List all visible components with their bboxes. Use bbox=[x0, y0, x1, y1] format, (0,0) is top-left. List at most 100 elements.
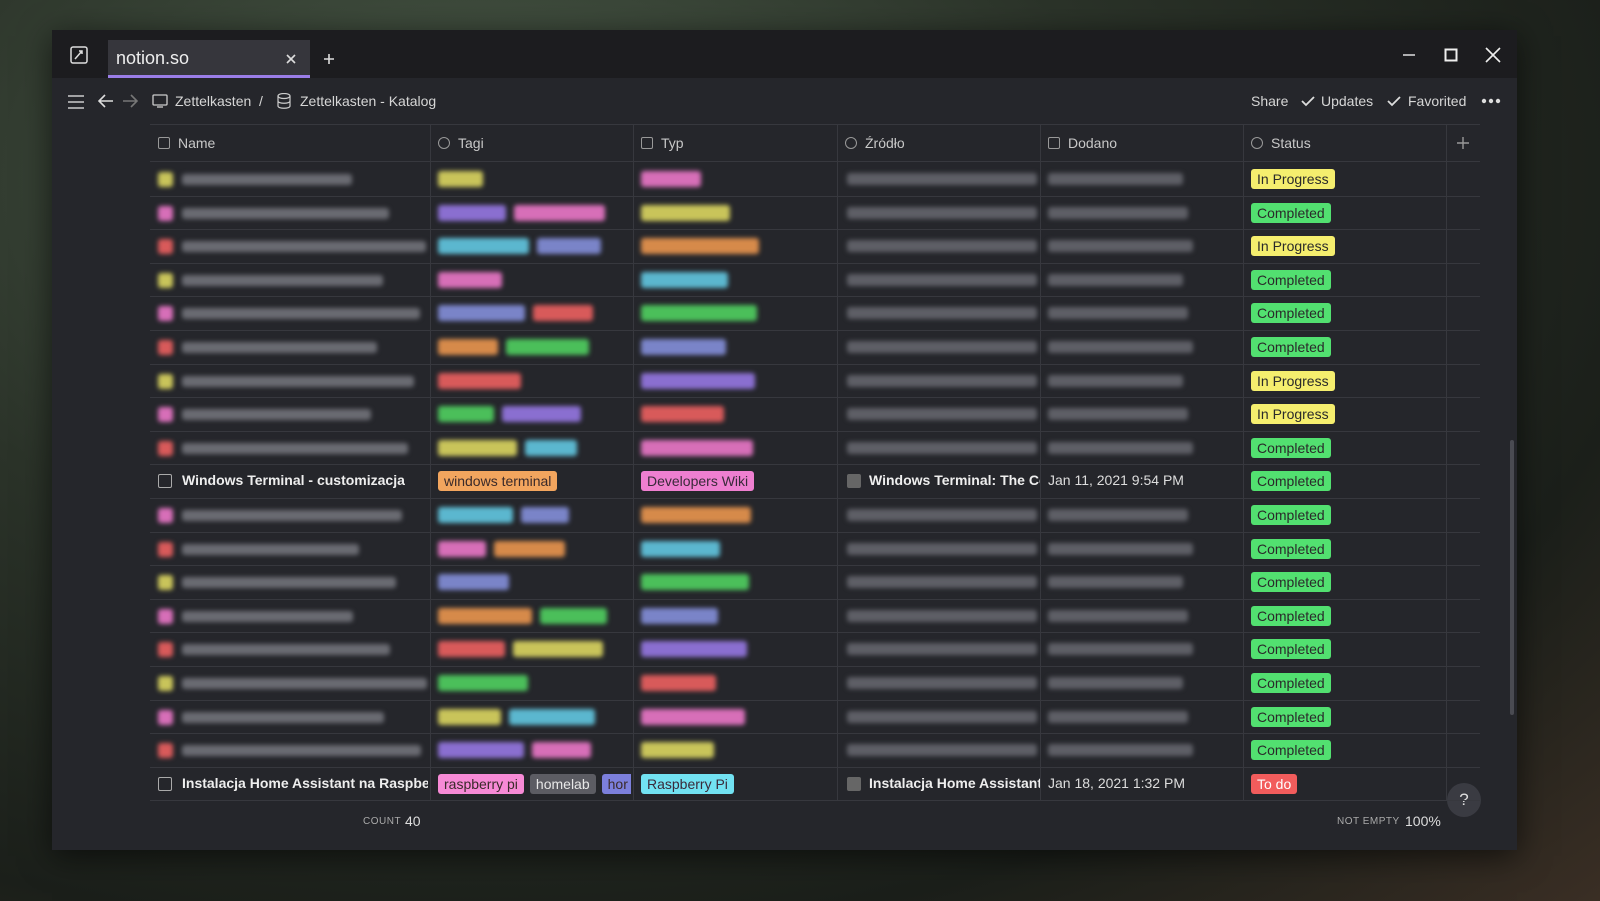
blurred-type bbox=[641, 238, 759, 255]
row-type: Developers Wiki bbox=[641, 471, 835, 492]
favorited-button[interactable]: Favorited bbox=[1408, 93, 1467, 109]
maximize[interactable] bbox=[1444, 48, 1458, 62]
column-header[interactable]: Status bbox=[1243, 124, 1446, 162]
new-tab[interactable] bbox=[323, 53, 335, 65]
tab-title: notion.so bbox=[116, 48, 190, 68]
blurred-source bbox=[847, 744, 1037, 757]
share-button[interactable]: Share bbox=[1251, 93, 1289, 109]
browser-window: notion.so Zettelkasten / Zettelkasten - … bbox=[52, 30, 1517, 850]
row-tags: windows terminal bbox=[438, 471, 631, 492]
add-column[interactable] bbox=[1457, 133, 1469, 154]
blurred-date bbox=[1048, 240, 1193, 253]
column-header[interactable]: Dodano bbox=[1040, 124, 1243, 162]
row-icon bbox=[158, 776, 172, 791]
source-icon bbox=[847, 474, 861, 489]
blurred-source bbox=[847, 307, 1037, 320]
blurred-name bbox=[182, 342, 377, 353]
status-tag: Completed bbox=[1251, 673, 1331, 693]
column-icon bbox=[1048, 137, 1060, 149]
row-border bbox=[150, 699, 1480, 701]
blurred-type bbox=[641, 171, 701, 187]
row-border bbox=[150, 330, 1480, 331]
blurred-name bbox=[182, 745, 421, 757]
column-header[interactable]: Typ bbox=[633, 124, 837, 162]
updates-button[interactable]: Updates bbox=[1321, 93, 1374, 109]
blurred-icon bbox=[158, 676, 173, 691]
row-border bbox=[150, 598, 1480, 600]
row-name[interactable]: Instalacja Home Assistant na Raspberr bbox=[182, 774, 428, 791]
tag: hor bbox=[601, 773, 631, 794]
column-header[interactable]: Name bbox=[150, 124, 430, 162]
blurred-tag bbox=[532, 742, 591, 759]
column-title: Tagi bbox=[458, 135, 484, 151]
menu[interactable] bbox=[68, 95, 84, 109]
blurred-date bbox=[1048, 643, 1193, 656]
blurred-icon bbox=[158, 541, 173, 557]
back[interactable] bbox=[98, 94, 114, 108]
blurred-tag bbox=[537, 238, 601, 255]
close-tab[interactable] bbox=[285, 53, 297, 65]
row-name[interactable]: Windows Terminal - customizacja bbox=[182, 472, 405, 489]
breadcrumb-separator: / bbox=[259, 93, 263, 109]
status-tag: Completed bbox=[1251, 538, 1331, 559]
tag: homelab bbox=[529, 773, 596, 794]
status-tag: In Progress bbox=[1251, 404, 1335, 425]
blurred-icon bbox=[158, 272, 173, 288]
blurred-source bbox=[847, 441, 1037, 454]
row-border bbox=[150, 632, 1480, 634]
database-icon bbox=[277, 93, 291, 109]
column-header[interactable]: Tagi bbox=[430, 124, 633, 162]
blurred-type bbox=[641, 372, 755, 389]
close-window[interactable] bbox=[1485, 47, 1501, 63]
blurred-source bbox=[847, 273, 1037, 286]
blurred-name bbox=[182, 274, 383, 286]
tag: raspberry pi bbox=[438, 773, 524, 794]
blurred-icon bbox=[158, 508, 173, 523]
blurred-type bbox=[641, 742, 714, 759]
blurred-tag bbox=[540, 607, 607, 624]
row-icon bbox=[158, 474, 172, 489]
row-status: In Progress bbox=[1251, 404, 1444, 425]
row-source[interactable]: Instalacja Home Assistant bbox=[869, 774, 1040, 791]
blurred-date bbox=[1048, 341, 1193, 353]
tab[interactable]: notion.so bbox=[108, 40, 310, 78]
breadcrumb-item[interactable]: Zettelkasten - Katalog bbox=[300, 93, 437, 109]
more-menu[interactable] bbox=[1481, 98, 1501, 104]
blurred-type bbox=[641, 675, 716, 691]
blurred-type bbox=[641, 507, 751, 523]
blurred-type bbox=[641, 339, 726, 355]
blurred-source bbox=[847, 374, 1037, 387]
row-border bbox=[150, 531, 1480, 533]
column-divider bbox=[430, 124, 431, 802]
blurred-icon bbox=[158, 306, 173, 322]
blurred-source bbox=[847, 609, 1037, 622]
blurred-source bbox=[847, 576, 1037, 589]
forward[interactable] bbox=[122, 94, 138, 108]
blurred-source bbox=[847, 509, 1037, 521]
column-icon bbox=[845, 137, 857, 149]
status-tag: Completed bbox=[1251, 202, 1331, 223]
breadcrumb-item[interactable]: Zettelkasten bbox=[175, 93, 252, 109]
blurred-date bbox=[1048, 307, 1188, 320]
help-button[interactable]: ? bbox=[1447, 783, 1481, 817]
scrollbar[interactable] bbox=[1510, 440, 1514, 715]
column-title: Name bbox=[178, 135, 216, 151]
blurred-tag bbox=[502, 406, 581, 423]
blurred-type bbox=[641, 607, 718, 624]
row-status: Completed bbox=[1251, 673, 1444, 693]
status-tag: Completed bbox=[1251, 471, 1331, 492]
row-status: In Progress bbox=[1251, 370, 1444, 391]
blurred-type bbox=[641, 708, 745, 725]
row-source[interactable]: Windows Terminal: The Co bbox=[869, 472, 1040, 489]
blurred-type bbox=[641, 540, 720, 557]
check-icon bbox=[1301, 96, 1315, 107]
minimize[interactable] bbox=[1402, 48, 1416, 62]
row-status: Completed bbox=[1251, 437, 1444, 458]
blurred-name bbox=[182, 174, 352, 185]
column-header[interactable]: Źródło bbox=[837, 124, 1040, 162]
row-status: Completed bbox=[1251, 706, 1444, 727]
column-title: Źródło bbox=[865, 135, 905, 151]
blurred-date bbox=[1048, 576, 1183, 589]
row-status: Completed bbox=[1251, 740, 1444, 761]
